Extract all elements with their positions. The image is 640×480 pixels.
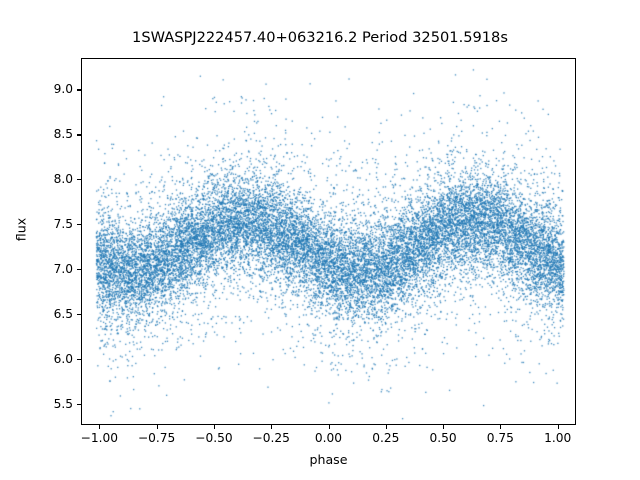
x-tick-label: 0.75	[486, 431, 514, 445]
x-tick-mark	[271, 425, 273, 429]
x-tick-label: 0.00	[314, 431, 343, 445]
y-tick-mark	[77, 404, 81, 406]
x-tick-label: 0.50	[429, 431, 457, 445]
x-axis-label: phase	[309, 452, 348, 467]
x-tick-label: −0.75	[137, 431, 176, 445]
y-tick-mark	[77, 179, 81, 181]
x-tick-label: 0.25	[372, 431, 400, 445]
x-tick-mark	[557, 425, 559, 429]
y-tick-mark	[77, 359, 81, 361]
x-tick-mark	[156, 425, 158, 429]
x-tick-mark	[328, 425, 330, 429]
scatter-points-layer	[82, 59, 575, 424]
x-tick-label: −1.00	[80, 431, 119, 445]
y-tick-mark	[77, 89, 81, 91]
y-axis-tick-labels: 5.5 6.0 6.5 7.0 7.5 8.0 8.5 9.0	[0, 0, 73, 480]
y-tick-mark	[77, 269, 81, 271]
x-tick-mark	[443, 425, 445, 429]
x-tick-label: −0.50	[195, 431, 233, 445]
y-tick-mark	[77, 224, 81, 226]
x-tick-label: −0.25	[252, 431, 290, 445]
x-tick-mark	[99, 425, 101, 429]
y-tick-label: 8.5	[53, 127, 73, 142]
y-tick-label: 8.0	[53, 172, 73, 187]
x-tick-label: 1.00	[544, 431, 572, 445]
x-tick-mark	[385, 425, 387, 429]
y-tick-label: 7.0	[53, 262, 73, 277]
y-tick-label: 5.5	[53, 397, 73, 412]
y-tick-mark	[77, 134, 81, 136]
chart-title: 1SWASPJ222457.40+063216.2 Period 32501.5…	[132, 29, 508, 46]
x-tick-mark	[213, 425, 215, 429]
y-tick-mark	[77, 314, 81, 316]
y-tick-label: 6.5	[53, 307, 73, 322]
y-tick-label: 6.0	[53, 352, 73, 367]
y-axis-label: flux	[13, 217, 29, 242]
x-tick-mark	[500, 425, 502, 429]
plot-axes	[81, 58, 576, 425]
y-tick-label: 7.5	[53, 217, 73, 232]
y-tick-label: 9.0	[53, 82, 73, 97]
